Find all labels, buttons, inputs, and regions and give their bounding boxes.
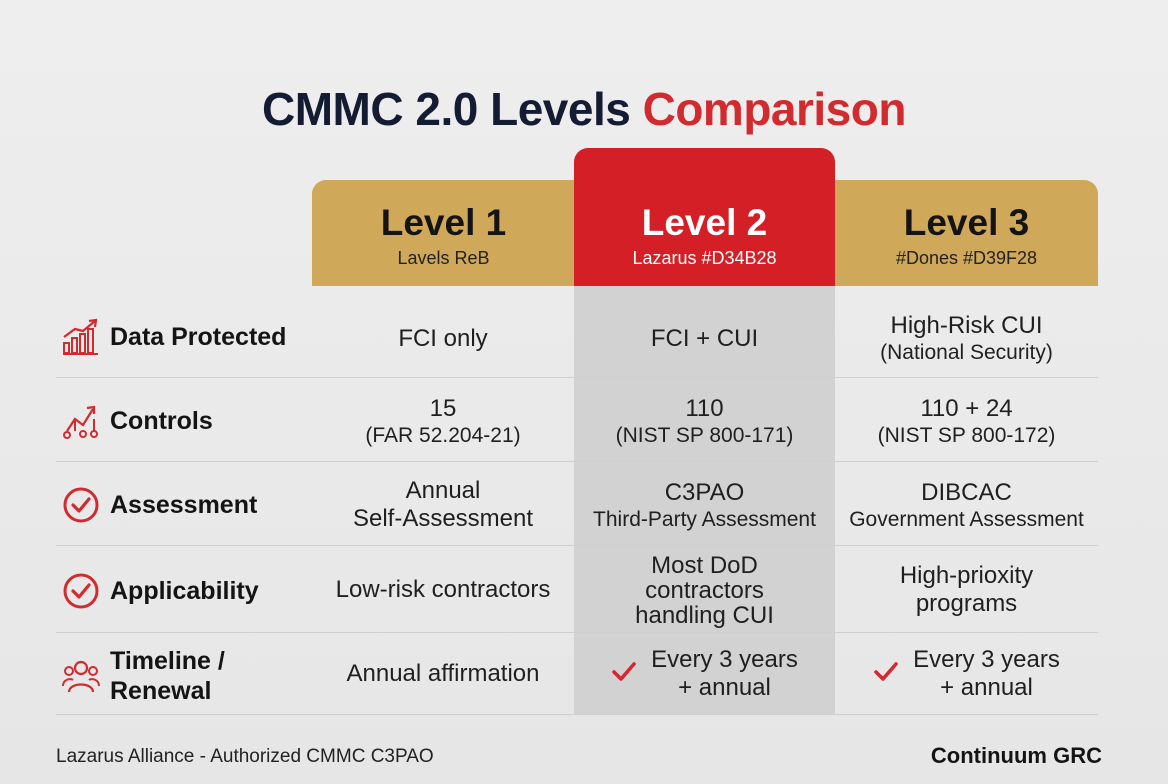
cell-text: programs — [915, 590, 1018, 617]
cell-subtext: Government Assessment — [849, 507, 1084, 531]
row-divider — [56, 632, 1098, 633]
cell-controls-level-2: 110 (NIST SP 800-171) — [574, 382, 835, 462]
cell-subtext: (NIST SP 800-172) — [877, 424, 1056, 447]
row-label-data-protected: Data Protected — [60, 316, 286, 358]
cell-controls-level-3: 110 + 24 (NIST SP 800-172) — [835, 382, 1098, 462]
cell-data-protected-level-1: FCI only — [312, 300, 574, 377]
cell-text: DIBCAC — [921, 478, 1012, 506]
cell-timeline-level-3: Every 3 years + annual — [835, 634, 1098, 714]
team-icon — [60, 655, 102, 697]
row-label-timeline-renewal: Timeline / Renewal — [60, 646, 225, 706]
level-3-title: Level 3 — [903, 202, 1030, 243]
cell-text: Low-risk contractors — [335, 576, 551, 603]
cell-text: + annual — [940, 674, 1033, 701]
cell-text: High-prioxity — [899, 562, 1034, 589]
row-divider — [56, 545, 1098, 546]
cell-timeline-level-2: Every 3 years + annual — [574, 634, 835, 714]
row-label-text: Applicability — [110, 577, 259, 605]
cell-applicability-level-1: Low-risk contractors — [312, 548, 574, 632]
cell-text: contractors — [645, 576, 764, 604]
row-label-controls: Controls — [60, 400, 213, 442]
level-3-subtitle: #Dones #D39F28 — [895, 248, 1038, 268]
level-1-header: Level 1 Lavels ReB — [312, 180, 575, 286]
cell-assessment-level-3: DIBCAC Government Assessment — [835, 465, 1098, 545]
row-divider — [56, 461, 1098, 462]
level-3-header: Level 3 #Dones #D39F28 — [835, 180, 1098, 286]
level-2-subtitle: Lazarus #D34B28 — [632, 248, 777, 268]
cell-text: High-Risk CUI — [890, 311, 1043, 339]
cell-timeline-level-1: Annual affirmation — [312, 634, 574, 714]
cell-text: C3PAO — [664, 478, 745, 506]
cell-text: Most DoD — [651, 551, 758, 579]
cell-text: Every 3 years — [651, 646, 798, 673]
cell-text: Annual — [405, 477, 481, 504]
cell-subtext: Third-Party Assessment — [593, 507, 816, 531]
cell-subtext: (NIST SP 800-171) — [615, 424, 794, 447]
row-label-text: Assessment — [110, 491, 258, 519]
cell-controls-level-1: 15 (FAR 52.204-21) — [312, 382, 574, 462]
cell-text: Annual affirmation — [346, 660, 540, 687]
check-circle-icon — [60, 570, 102, 612]
row-divider — [56, 377, 1098, 378]
cell-text: Self-Assessment — [352, 505, 534, 532]
title-accent: Comparison — [642, 83, 907, 135]
row-label-text: Timeline / — [110, 647, 225, 675]
cell-text: 110 + 24 — [920, 395, 1013, 422]
row-label-assessment: Assessment — [60, 484, 257, 526]
title-main: CMMC 2.0 Levels — [262, 83, 631, 135]
level-2-header: Level 2 Lazarus #D34B28 — [574, 148, 835, 286]
checkmark-icon — [873, 660, 899, 689]
cell-assessment-level-2: C3PAO Third-Party Assessment — [574, 465, 835, 545]
growth-chart-icon — [60, 316, 102, 358]
footer-credit: Lazarus Alliance - Authorized CMMC C3PAO — [56, 746, 434, 767]
cell-text: 110 — [685, 395, 724, 422]
row-label-text: Renewal — [110, 677, 212, 705]
cell-applicability-level-3: High-prioxity programs — [835, 548, 1098, 632]
cell-text: Every 3 years — [913, 646, 1060, 673]
page-title: CMMC 2.0 Levels Comparison — [0, 82, 1168, 136]
cell-text: FCI + CUI — [650, 324, 759, 352]
cell-data-protected-level-3: High-Risk CUI (National Security) — [835, 300, 1098, 377]
cell-text: + annual — [678, 674, 771, 701]
level-2-title: Level 2 — [641, 202, 768, 243]
analytics-icon — [60, 400, 102, 442]
row-label-applicability: Applicability — [60, 570, 259, 612]
level-1-subtitle: Lavels ReB — [397, 248, 490, 268]
row-divider — [56, 714, 1098, 715]
row-label-text: Controls — [110, 407, 213, 435]
cell-data-protected-level-2: FCI + CUI — [574, 300, 835, 377]
checkmark-icon — [611, 660, 637, 689]
check-circle-icon — [60, 484, 102, 526]
footer-brand: Continuum GRC — [930, 743, 1102, 768]
cell-assessment-level-1: Annual Self-Assessment — [312, 465, 574, 545]
cell-applicability-level-2: Most DoD contractors handling CUI — [574, 548, 835, 632]
level-1-title: Level 1 — [380, 202, 507, 243]
cell-subtext: (National Security) — [880, 340, 1053, 364]
cell-text: FCI only — [398, 324, 488, 352]
cell-text: 15 — [429, 395, 457, 422]
cell-subtext: (FAR 52.204-21) — [365, 424, 521, 447]
row-label-text: Data Protected — [110, 323, 287, 351]
cell-text: handling CUI — [635, 601, 774, 629]
